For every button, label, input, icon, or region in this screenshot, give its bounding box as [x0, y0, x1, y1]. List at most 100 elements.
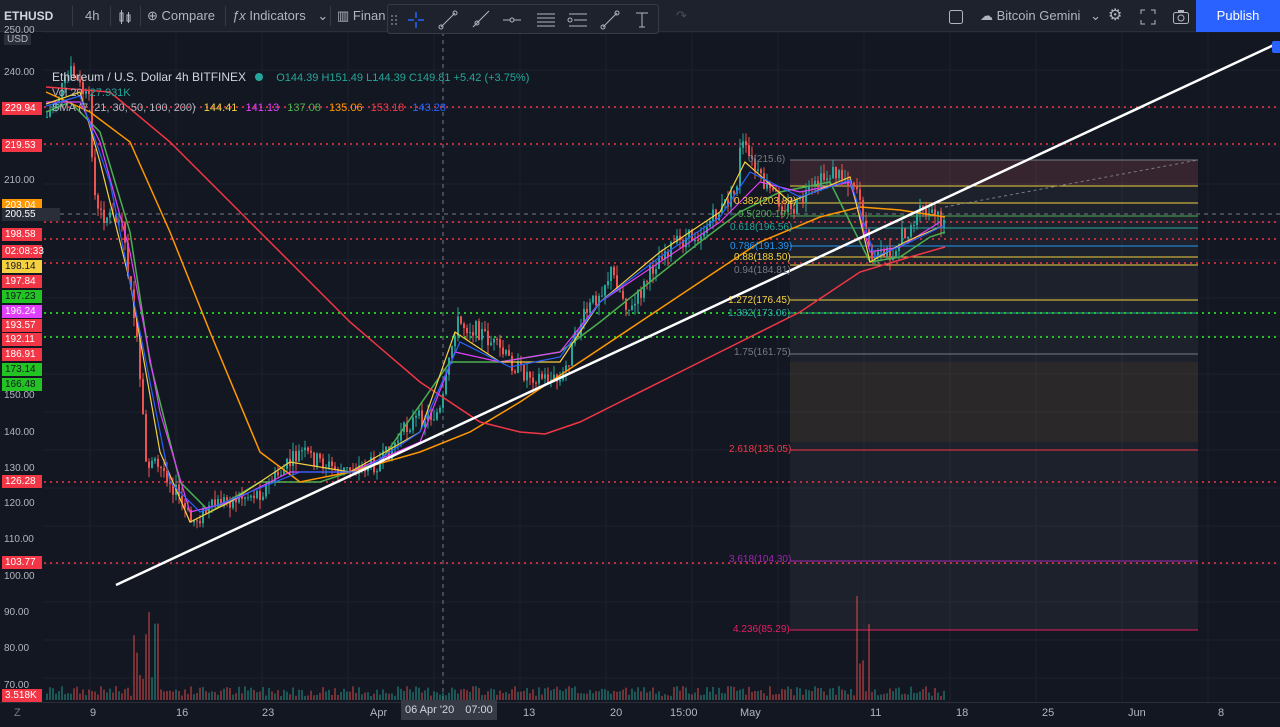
candle-body	[802, 196, 804, 203]
candle-body	[610, 267, 612, 282]
volume-bar	[673, 687, 675, 700]
volume-bar	[814, 686, 816, 700]
horizontal-ray-tool-icon[interactable]	[500, 8, 524, 32]
volume-bar	[529, 693, 531, 700]
layout-name: Bitcoin Gemini	[996, 8, 1081, 23]
volume-bar	[925, 686, 927, 700]
volume-bar	[736, 690, 738, 700]
candle-body	[793, 208, 795, 214]
volume-bar	[127, 687, 129, 700]
candle-body	[718, 213, 720, 221]
volume-bar	[355, 692, 357, 700]
volume-bar	[175, 689, 177, 700]
expand-icon[interactable]	[1140, 0, 1156, 32]
volume-bar	[145, 634, 147, 700]
candle-body	[838, 170, 840, 179]
interval-button[interactable]: 4h	[85, 8, 100, 23]
volume-bar	[220, 690, 222, 700]
crosshair-tool-icon[interactable]	[404, 8, 428, 32]
financials-button[interactable]: ▥ Finan	[337, 0, 385, 32]
volume-bar	[238, 686, 240, 700]
volume-bar	[196, 692, 198, 700]
volume-bar	[589, 689, 591, 700]
price-axis[interactable]: USD 250.00 240.00 210.00 150.00 140.00 1…	[0, 25, 60, 702]
candle-body	[274, 471, 276, 484]
candle-body	[667, 251, 669, 257]
candle-body	[217, 499, 219, 507]
volume-bar	[223, 688, 225, 700]
volume-bar	[229, 687, 231, 700]
gear-icon[interactable]: ⚙	[1108, 7, 1123, 24]
sma-50-value: 135.06	[328, 102, 363, 114]
time-axis[interactable]: Z 9 16 23 Apr 06 Apr '20 07:00 13 20 15:…	[0, 700, 1280, 727]
fib-extension-tool-icon[interactable]	[566, 8, 590, 32]
camera-icon[interactable]	[1172, 0, 1190, 32]
candle-body	[541, 373, 543, 379]
volume-bar	[241, 693, 243, 700]
candle-body	[85, 90, 87, 94]
candle-body	[820, 173, 822, 188]
candle-body	[451, 346, 453, 358]
publish-button[interactable]: Publish	[1196, 0, 1280, 32]
candle-body	[862, 199, 864, 221]
legend-sma-row[interactable]: SMA (7, 21, 30, 50, 100, 200) 144.41 141…	[52, 101, 529, 116]
volume-bar	[424, 690, 426, 700]
price-badge: 166.48	[2, 378, 42, 391]
volume-bar	[121, 693, 123, 700]
volume-bar	[514, 686, 516, 700]
indicators-button[interactable]: ƒx Indicators ⌄	[232, 0, 328, 32]
ray-tool-icon[interactable]	[468, 8, 492, 32]
volume-bar	[883, 693, 885, 700]
volume-bar	[778, 693, 780, 700]
volume-bar	[772, 694, 774, 700]
fullscreen-square-icon[interactable]	[948, 0, 964, 32]
parallel-channel-tool-icon[interactable]	[534, 8, 558, 32]
redo-icon[interactable]: ↷	[676, 8, 687, 23]
volume-bar	[862, 660, 864, 700]
fib-label: 1.272(176.45)	[728, 295, 791, 306]
fib-label: 3.618(104.30)	[729, 554, 792, 565]
candle-body	[769, 182, 771, 189]
candle-body	[484, 329, 486, 331]
candles-icon[interactable]	[117, 0, 133, 32]
volume-bar	[823, 691, 825, 700]
candle-body	[265, 484, 267, 497]
candle-body	[184, 502, 186, 508]
bar-chart-icon: ▥	[337, 8, 350, 23]
trend-line-tool-icon[interactable]	[436, 8, 460, 32]
volume-bar	[460, 689, 462, 700]
candle-body	[832, 166, 834, 179]
price-badge: 173.14	[2, 363, 42, 376]
candle-body	[697, 239, 699, 241]
chart-pane[interactable]: Ethereum / U.S. Dollar 4h BITFINEX O144.…	[0, 25, 1280, 702]
volume-bar	[937, 692, 939, 700]
compare-button[interactable]: ⊕ Compare	[147, 0, 215, 32]
candle-body	[427, 412, 429, 422]
volume-bar	[178, 690, 180, 700]
volume-bar	[667, 695, 669, 700]
drag-handle-icon[interactable]	[390, 8, 398, 32]
price-chart[interactable]	[0, 32, 1280, 702]
candle-body	[859, 189, 861, 200]
text-tool-icon[interactable]	[630, 8, 654, 32]
pen-tool-icon[interactable]	[598, 8, 622, 32]
volume-bar	[796, 687, 798, 700]
volume-bar	[817, 688, 819, 700]
legend-volume-row[interactable]: Vol 20 27.931K	[52, 86, 529, 101]
z-scale-icon[interactable]: Z	[14, 707, 21, 719]
fib-label: 2.618(135.05)	[729, 444, 792, 455]
volume-bar	[364, 692, 366, 700]
trendline-handle[interactable]	[1272, 41, 1280, 53]
volume-bar	[211, 691, 213, 700]
volume-bar	[622, 689, 624, 700]
fib-label: 0.382(203.82)	[734, 196, 797, 207]
volume-bar	[91, 691, 93, 700]
symbol-search[interactable]: ETHUSD	[4, 9, 54, 23]
volume-bar	[292, 687, 294, 700]
volume-bar	[562, 691, 564, 700]
layout-menu[interactable]: ☁ Bitcoin Gemini ⌄	[980, 0, 1101, 32]
candle-body	[418, 410, 420, 416]
candle-body	[103, 209, 105, 223]
candle-body	[526, 371, 528, 381]
crosshair-time: 07:00	[465, 704, 493, 716]
